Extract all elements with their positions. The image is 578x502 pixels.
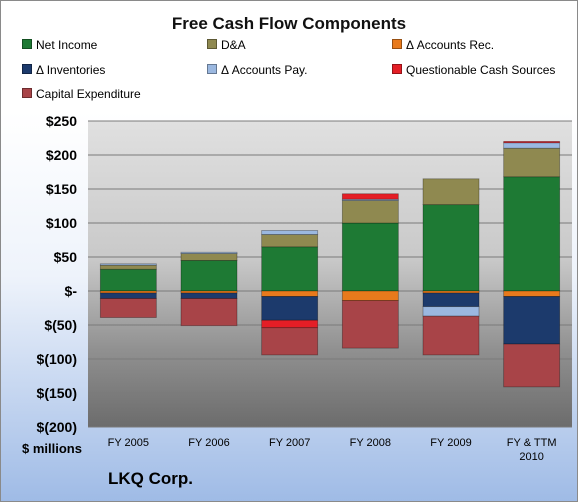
x-tick-label: FY & TTM 2010 xyxy=(507,437,557,463)
bar-segment-inventories xyxy=(422,292,480,308)
legend-label-inventories: Δ Inventories xyxy=(36,63,106,77)
bar-segment-inventories xyxy=(99,292,157,299)
bar-segment-capital-expenditure xyxy=(99,298,157,318)
bar-segment-capital-expenditure xyxy=(341,300,399,349)
bar-segment-net-income xyxy=(180,259,238,292)
y-tick-label: $(100) xyxy=(37,351,77,367)
legend-item-accounts-rec: Δ Accounts Rec. xyxy=(392,38,494,52)
legend-label-accounts-rec: Δ Accounts Rec. xyxy=(406,38,495,52)
plot-area xyxy=(88,121,572,427)
legend-item-accounts-pay: Δ Accounts Pay. xyxy=(207,63,308,77)
bar-segment-accounts-pay xyxy=(261,230,319,235)
y-tick-label: $50 xyxy=(54,249,78,265)
y-axis-ticks: $250 $200 $150 $100 $50 $- $(50) $(100) $(150) $(… xyxy=(37,113,78,435)
legend-swatch-inventories xyxy=(22,64,32,74)
bar-segment-accounts-rec xyxy=(503,290,561,297)
x-tick-label: FY 2005 xyxy=(108,437,149,449)
y-tick-label: $(50) xyxy=(44,317,77,333)
bar-segment-d-a xyxy=(99,264,157,270)
y-tick-label: $250 xyxy=(46,113,77,129)
y-tick-label: $(150) xyxy=(37,385,77,401)
legend-swatch-da xyxy=(207,39,217,49)
bar-segment-accounts-rec xyxy=(341,290,399,301)
bar-segment-inventories xyxy=(503,296,561,345)
bar-segment-questionable-cash-sources xyxy=(341,193,399,200)
y-tick-label: $200 xyxy=(46,147,77,163)
legend-item-net-income: Net Income xyxy=(22,38,97,52)
legend-swatch-accounts-pay xyxy=(207,64,217,74)
units-label: $ millions xyxy=(22,441,82,456)
chart-title: Free Cash Flow Components xyxy=(171,14,407,33)
bars xyxy=(99,140,561,388)
legend-item-capex: Capital Expenditure xyxy=(22,87,141,101)
legend-label-questionable-cash: Questionable Cash Sources xyxy=(406,63,556,77)
bar-segment-accounts-pay xyxy=(99,263,157,266)
bar-segment-net-income xyxy=(341,222,399,292)
x-tick-label: FY 2008 xyxy=(350,437,391,449)
y-tick-label: $- xyxy=(65,283,78,299)
bar-segment-inventories xyxy=(180,292,238,299)
company-label: LKQ Corp. xyxy=(108,469,193,488)
legend-swatch-accounts-rec xyxy=(392,39,402,49)
bar-segment-capital-expenditure xyxy=(503,343,561,388)
bar-segment-accounts-pay xyxy=(422,306,480,317)
bar-segment-questionable-cash-sources xyxy=(503,140,561,144)
legend-item-inventories: Δ Inventories xyxy=(22,63,105,77)
bar-segment-d-a xyxy=(180,253,238,261)
bar-segment-accounts-pay xyxy=(180,251,238,255)
legend-label-accounts-pay: Δ Accounts Pay. xyxy=(221,63,308,77)
bar-segment-net-income xyxy=(99,268,157,292)
y-tick-label: $150 xyxy=(46,181,77,197)
bar-segment-net-income xyxy=(503,176,561,292)
bar-segment-d-a xyxy=(341,200,399,224)
bar-segment-capital-expenditure xyxy=(180,298,238,327)
bar-segment-accounts-pay xyxy=(503,142,561,149)
x-tick-label: FY 2006 xyxy=(188,437,229,449)
legend-label-net-income: Net Income xyxy=(36,38,98,52)
bar-segment-d-a xyxy=(503,147,561,178)
x-axis-ticks: FY 2005 FY 2006 FY 2007 FY 2008 FY 2009 FY & … xyxy=(108,437,557,463)
bar-segment-capital-expenditure xyxy=(422,315,480,356)
bar-segment-net-income xyxy=(261,246,319,292)
bar-segment-questionable-cash-sources xyxy=(261,319,319,329)
legend-swatch-net-income xyxy=(22,39,32,49)
x-tick-label: FY 2009 xyxy=(430,437,471,449)
bar-segment-inventories xyxy=(261,296,319,321)
legend-swatch-capex xyxy=(22,88,32,98)
gridlines xyxy=(88,120,572,428)
bar-segment-capital-expenditure xyxy=(261,327,319,356)
bar-segment-d-a xyxy=(261,234,319,248)
bar-segment-d-a xyxy=(422,178,480,206)
y-tick-label: $(200) xyxy=(37,419,77,435)
legend-item-questionable-cash: Questionable Cash Sources xyxy=(392,63,555,77)
bar-segment-accounts-rec xyxy=(261,290,319,297)
y-tick-label: $100 xyxy=(46,215,77,231)
legend-label-capex: Capital Expenditure xyxy=(36,87,141,101)
legend-swatch-questionable-cash xyxy=(392,64,402,74)
bar-segment-net-income xyxy=(422,204,480,292)
legend-label-da: D&A xyxy=(221,38,246,52)
x-tick-label: FY 2007 xyxy=(269,437,310,449)
legend-item-da: D&A xyxy=(207,38,246,52)
